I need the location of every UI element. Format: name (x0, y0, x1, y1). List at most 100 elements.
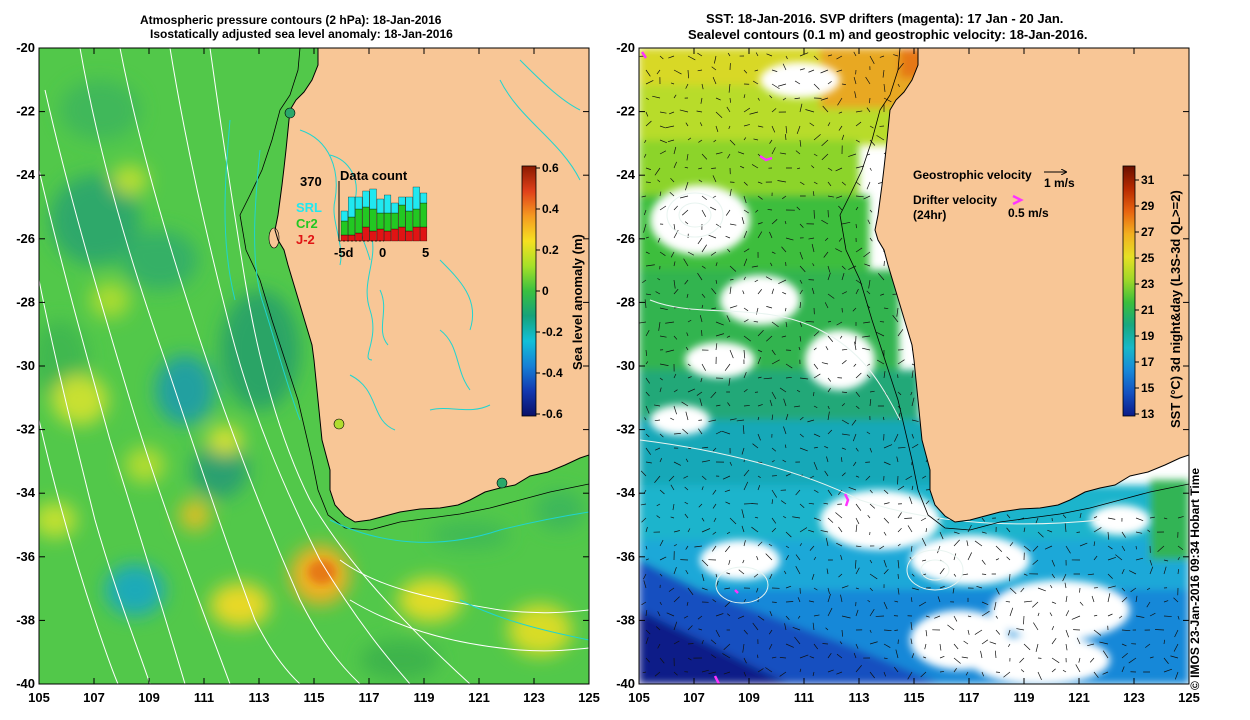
velocity-arrow (854, 341, 857, 351)
velocity-arrow (827, 377, 832, 382)
velocity-arrow (656, 626, 661, 631)
velocity-arrow (686, 332, 689, 337)
velocity-arrow (897, 447, 906, 449)
velocity-arrow (897, 83, 900, 87)
colorbar-tick-label: 29 (1141, 199, 1155, 213)
velocity-arrow (724, 601, 731, 608)
velocity-arrow (757, 615, 765, 621)
velocity-arrow (792, 516, 801, 519)
velocity-arrow (715, 629, 720, 638)
velocity-arrow (783, 426, 787, 435)
velocity-arrow (1065, 610, 1070, 617)
velocity-arrow (823, 502, 829, 505)
velocity-arrow (729, 223, 737, 226)
velocity-arrow (1005, 601, 1011, 603)
velocity-arrow (876, 135, 885, 141)
velocity-arrow (779, 671, 787, 677)
velocity-arrow (743, 629, 748, 635)
velocity-arrow (855, 206, 859, 211)
velocity-arrow (1006, 527, 1011, 533)
y-tick-label: -26 (616, 231, 635, 246)
velocity-arrow (866, 181, 871, 190)
velocity-arrow (684, 279, 689, 285)
velocity-arrow (659, 601, 662, 605)
data-count-bar-j2 (348, 234, 356, 242)
colorbar-tick-label: -0.2 (542, 325, 563, 339)
velocity-arrow (1023, 643, 1031, 651)
velocity-arrow (645, 97, 649, 100)
y-tick-label: -38 (16, 612, 35, 627)
velocity-arrow (769, 95, 773, 99)
velocity-arrow (697, 237, 703, 245)
velocity-arrow (767, 209, 773, 211)
velocity-arrow (799, 302, 801, 309)
velocity-arrow (855, 609, 859, 617)
velocity-arrow (701, 244, 707, 253)
velocity-arrow (670, 417, 675, 421)
velocity-arrow (966, 540, 969, 547)
velocity-arrow (687, 363, 691, 367)
sla-colorbar-fill (521, 165, 537, 417)
velocity-arrow (799, 68, 805, 71)
velocity-arrow (994, 601, 997, 611)
velocity-arrow (883, 489, 889, 494)
y-tick-label: -34 (616, 485, 636, 500)
velocity-arrow (851, 419, 857, 426)
velocity-arrow (836, 55, 843, 60)
velocity-arrow (811, 573, 815, 580)
velocity-arrow (981, 671, 985, 677)
velocity-arrow (757, 475, 761, 478)
velocity-arrow (729, 97, 731, 103)
velocity-arrow (712, 599, 717, 603)
data-count-bar-cr2 (369, 208, 377, 232)
velocity-arrow (743, 137, 747, 141)
velocity-arrow (757, 485, 761, 491)
velocity-arrow (869, 671, 875, 679)
x-tick-label: 119 (414, 690, 435, 705)
velocity-arrow (855, 503, 862, 511)
velocity-arrow (687, 137, 692, 141)
velocity-arrow (749, 111, 759, 115)
velocity-arrow (841, 348, 848, 351)
velocity-arrow (655, 291, 661, 295)
velocity-arrow (753, 573, 759, 578)
velocity-arrow (836, 542, 843, 547)
velocity-arrow (841, 615, 851, 619)
velocity-arrow (687, 447, 692, 450)
velocity-arrow (953, 643, 959, 650)
velocity-arrow (782, 63, 787, 71)
velocity-arrow (995, 671, 1001, 673)
velocity-arrow (698, 428, 703, 435)
velocity-arrow (905, 475, 913, 481)
velocity-arrow (673, 405, 677, 415)
velocity-arrow (995, 587, 1000, 595)
velocity-arrow (673, 640, 680, 645)
velocity-arrow (666, 612, 675, 617)
velocity-arrow (768, 543, 773, 547)
velocity-arrow (841, 273, 845, 281)
velocity-arrow (701, 486, 704, 491)
velocity-arrow (673, 205, 678, 211)
velocity-arrow (645, 433, 650, 438)
velocity-arrow (687, 657, 692, 661)
data-count-bar-j2 (384, 230, 392, 242)
velocity-arrow (923, 656, 927, 659)
velocity-arrow (835, 167, 843, 172)
velocity-arrow (1121, 568, 1125, 575)
velocity-arrow (989, 641, 997, 645)
velocity-arrow (934, 615, 941, 619)
left-island (268, 227, 280, 249)
velocity-arrow (925, 500, 930, 505)
velocity-arrow (838, 237, 843, 242)
velocity-arrow (813, 556, 817, 561)
velocity-arrow (765, 276, 773, 281)
velocity-arrow (781, 335, 787, 338)
velocity-arrow (785, 545, 790, 549)
velocity-arrow (827, 80, 832, 85)
velocity-arrow (684, 221, 689, 225)
velocity-arrow (768, 629, 773, 635)
velocity-arrow (785, 307, 787, 312)
velocity-arrow (1065, 545, 1071, 554)
velocity-arrow (729, 305, 738, 309)
velocity-arrow (925, 629, 928, 637)
